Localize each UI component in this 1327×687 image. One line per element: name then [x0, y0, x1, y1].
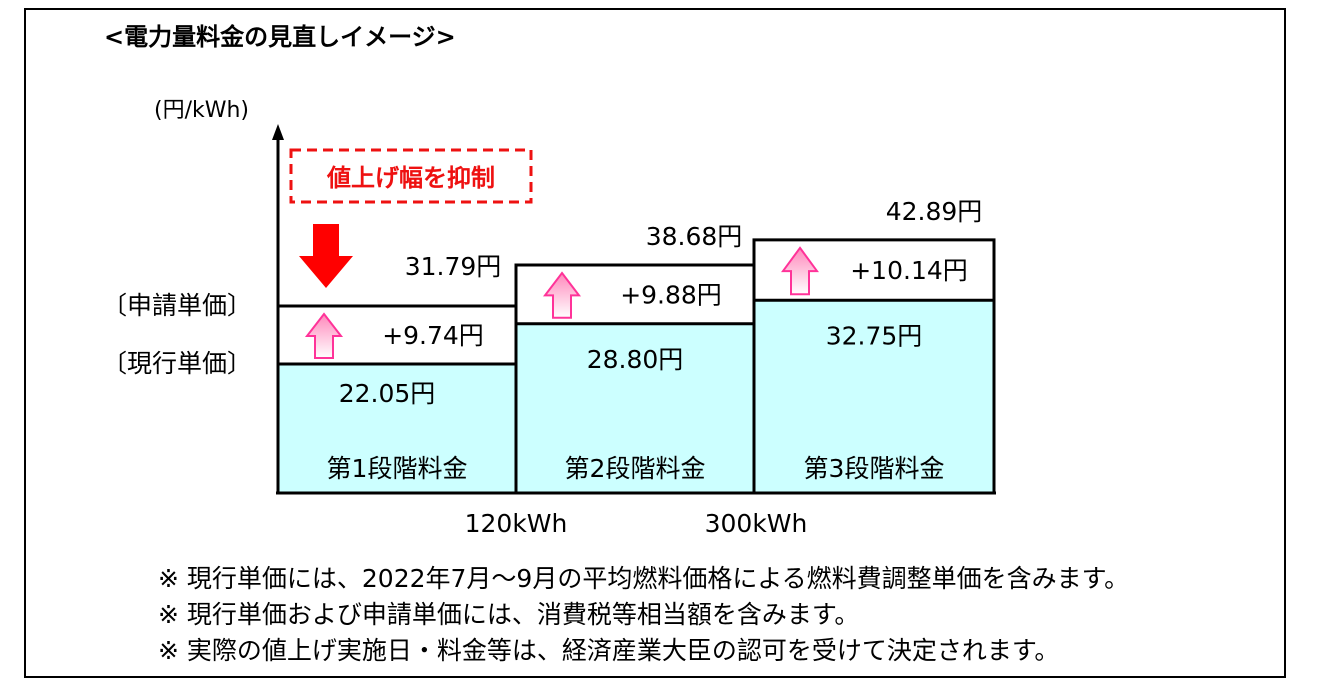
- figure-frame: <電力量料金の見直しイメージ> (円/kWh) 〔申請単価〕 〔現行単価〕 値上…: [24, 8, 1286, 678]
- x-breakpoint-300: 300kWh: [705, 509, 808, 538]
- note-3: ※ 実際の値上げ実施日・料金等は、経済産業大臣の認可を受けて決定されます。: [158, 636, 1060, 665]
- y-axis-label: (円/kWh): [154, 98, 249, 123]
- applied-label-2: 38.68円: [646, 222, 743, 251]
- increase-label-3: +10.14円: [850, 256, 968, 285]
- tariff-chart: <電力量料金の見直しイメージ> (円/kWh) 〔申請単価〕 〔現行単価〕 値上…: [102, 23, 996, 538]
- note-2: ※ 現行単価および申請単価には、消費税等相当額を含みます。: [158, 600, 860, 629]
- current-bar-2: [516, 323, 754, 493]
- current-label-1: 22.05円: [339, 379, 436, 408]
- up-arrow-icon-1: [304, 312, 344, 359]
- annotation-box: [289, 148, 533, 204]
- y-axis-arrow-icon: [272, 124, 284, 140]
- current-label-3: 32.75円: [826, 321, 923, 350]
- down-arrow-icon: [299, 224, 353, 288]
- applied-label-1: 31.79円: [405, 252, 502, 281]
- y-marker-applied: 〔申請単価〕: [102, 291, 252, 320]
- current-label-2: 28.80円: [587, 345, 684, 374]
- y-marker-current: 〔現行単価〕: [102, 349, 252, 378]
- chart-title: <電力量料金の見直しイメージ>: [104, 23, 456, 51]
- increase-label-1: +9.74円: [382, 321, 484, 350]
- annotation-text: 値上げ幅を抑制: [326, 164, 495, 192]
- up-arrow-icon-3: [781, 246, 819, 296]
- bar-outline-3: [752, 238, 996, 493]
- tier-name-3: 第3段階料金: [804, 454, 945, 483]
- current-bar-3: [754, 300, 994, 493]
- increase-label-2: +9.88円: [620, 280, 722, 309]
- applied-label-3: 42.89円: [886, 197, 983, 226]
- tier-name-2: 第2段階料金: [565, 454, 706, 483]
- tier-name-1: 第1段階料金: [327, 454, 468, 483]
- up-arrow-icon-2: [542, 271, 582, 319]
- note-1: ※ 現行単価には、2022年7月～9月の平均燃料価格による燃料費調整単価を含みま…: [158, 564, 1130, 593]
- current-bar-1: [278, 364, 516, 493]
- x-breakpoint-120: 120kWh: [465, 509, 568, 538]
